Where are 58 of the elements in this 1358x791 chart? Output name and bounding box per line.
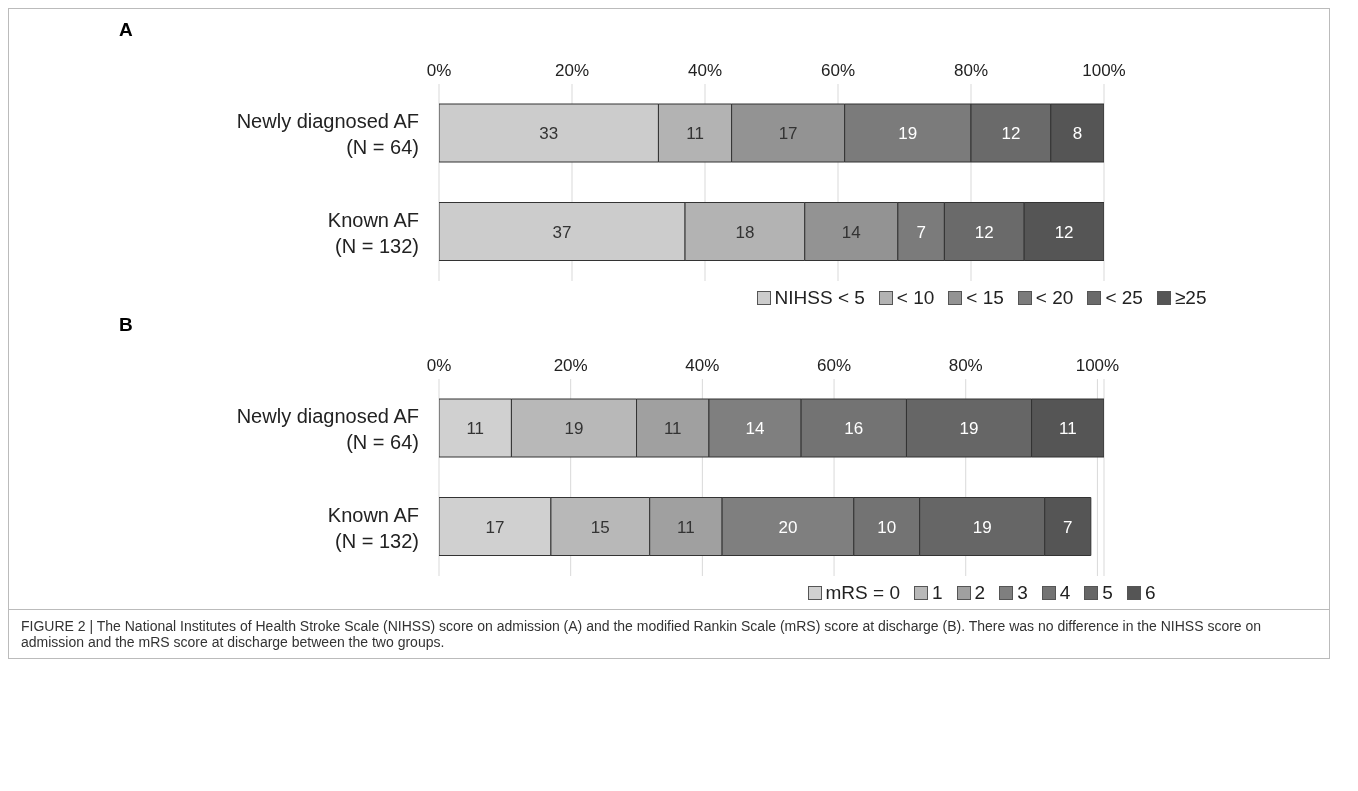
data-label: 7 [916,222,926,242]
legend-label: 3 [1017,582,1028,604]
caption: FIGURE 2 | The National Institutes of Health Stroke Scale (NIHSS) score on admission (A) and the modified Rankin Scale (mRS) score at discharge (B). There was no difference in the NIHSS score on admission and the mRS score at discharge between the two groups. [9,609,1329,658]
x-tick-label: 100% [1075,356,1120,375]
data-label: 19 [972,517,992,537]
x-tick-label: 0% [426,356,452,375]
legend-label: 4 [1059,582,1071,604]
x-tick-label: 60% [820,61,856,80]
legend-label: < 10 [896,287,935,309]
x-tick-label: 40% [685,356,720,375]
data-label: 20 [778,517,798,537]
data-label: 7 [1063,517,1073,537]
y-tick-label: Newly diagnosed AF (N = 64) [236,405,419,454]
legend-label: 6 [1144,582,1156,604]
y-tick-label: Known AF (N = 132) [327,503,419,552]
data-label: 17 [778,124,798,144]
legend-label: < 15 [966,287,1004,309]
x-tick-label: 60% [817,356,852,375]
data-label: 11 [677,517,695,537]
data-label: 10 [877,517,897,537]
text: A [119,19,134,40]
data-label: 14 [745,419,765,439]
data-label: 11 [686,124,704,144]
data-label: 19 [898,124,918,144]
data-label: 37 [552,222,572,242]
data-label: 19 [959,419,979,439]
legend-label: < 25 [1105,287,1143,309]
x-tick-label: 20% [554,61,590,80]
data-label: 11 [663,419,682,439]
data-label: 11 [1058,419,1077,439]
data-label: 11 [466,419,485,439]
data-label: 19 [564,419,584,439]
text: B [119,314,134,335]
y-tick-label: Newly diagnosed AF (N = 64) [236,110,419,159]
legend-label: 1 [931,582,943,604]
x-tick-label: 0% [426,61,452,80]
legend-label: < 20 [1035,287,1074,309]
legend-label: NIHSS < 5 [774,287,865,309]
legend-label: mRS = 0 [825,582,900,604]
x-tick-label: 40% [687,61,723,80]
x-tick-label: 20% [553,356,588,375]
x-tick-label: 100% [1082,61,1126,80]
legend-label: 2 [974,582,986,604]
data-label: 15 [590,517,610,537]
y-tick-label: Known AF (N = 132) [327,208,419,257]
legend-label: ≥25 [1174,287,1207,309]
x-tick-label: 80% [953,61,989,80]
legend-label: 5 [1102,582,1113,604]
data-label: 12 [1001,124,1021,144]
data-label: 33 [539,124,559,144]
data-label: 14 [841,222,861,242]
data-label: 12 [974,222,994,242]
data-label: 16 [844,419,864,439]
data-label: 8 [1072,124,1083,144]
data-label: 18 [735,222,755,242]
data-label: 17 [485,517,505,537]
data-label: 12 [1054,222,1074,242]
x-tick-label: 80% [948,356,983,375]
